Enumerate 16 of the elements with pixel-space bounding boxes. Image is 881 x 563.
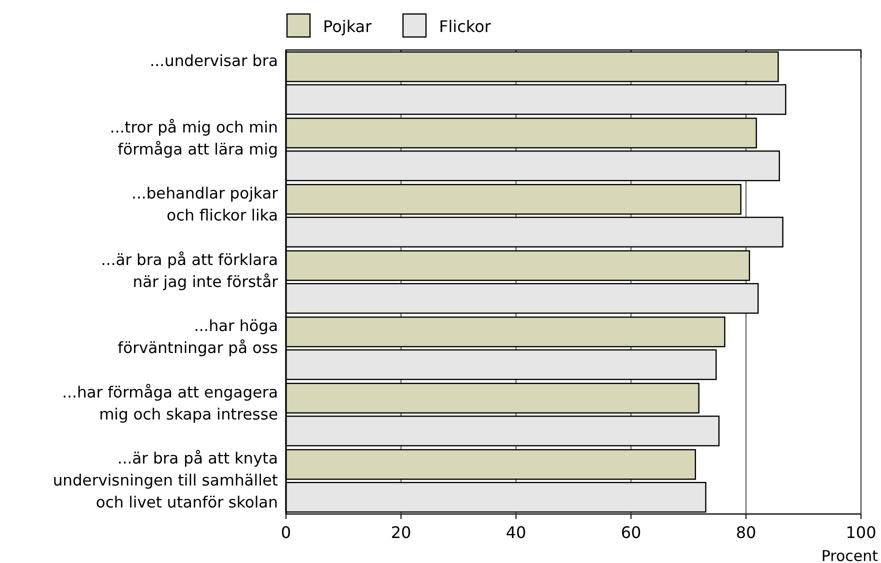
- y-tick-label: ...tror på mig och min förmåga att lära mig: [110, 118, 278, 158]
- y-tick-label: ...behandlar pojkar och flickor lika: [132, 184, 279, 225]
- legend-label: Flickor: [439, 17, 492, 36]
- y-tick-label: ...undervisar bra: [150, 52, 278, 70]
- legend-label: Pojkar: [323, 17, 372, 36]
- x-tick-label: 60: [620, 523, 642, 542]
- y-tick-label: ...har höga förväntningar på oss: [118, 317, 278, 358]
- y-tick-label: ...är bra på att förklara när jag inte förstår: [100, 250, 279, 291]
- y-tick-label: ...har förmåga att engagera mig och skapa intresse: [62, 383, 278, 424]
- x-tick-label: 100: [846, 523, 876, 542]
- x-tick-label: 0: [280, 523, 292, 542]
- y-tick-label: ...är bra på att knyta undervisningen till samhället och livet utanför skolan: [52, 450, 278, 512]
- x-tick-label: 40: [506, 523, 526, 542]
- x-axis-title: Procent: [821, 547, 878, 563]
- x-tick-label: 80: [736, 523, 756, 542]
- x-tick-label: 20: [390, 523, 412, 542]
